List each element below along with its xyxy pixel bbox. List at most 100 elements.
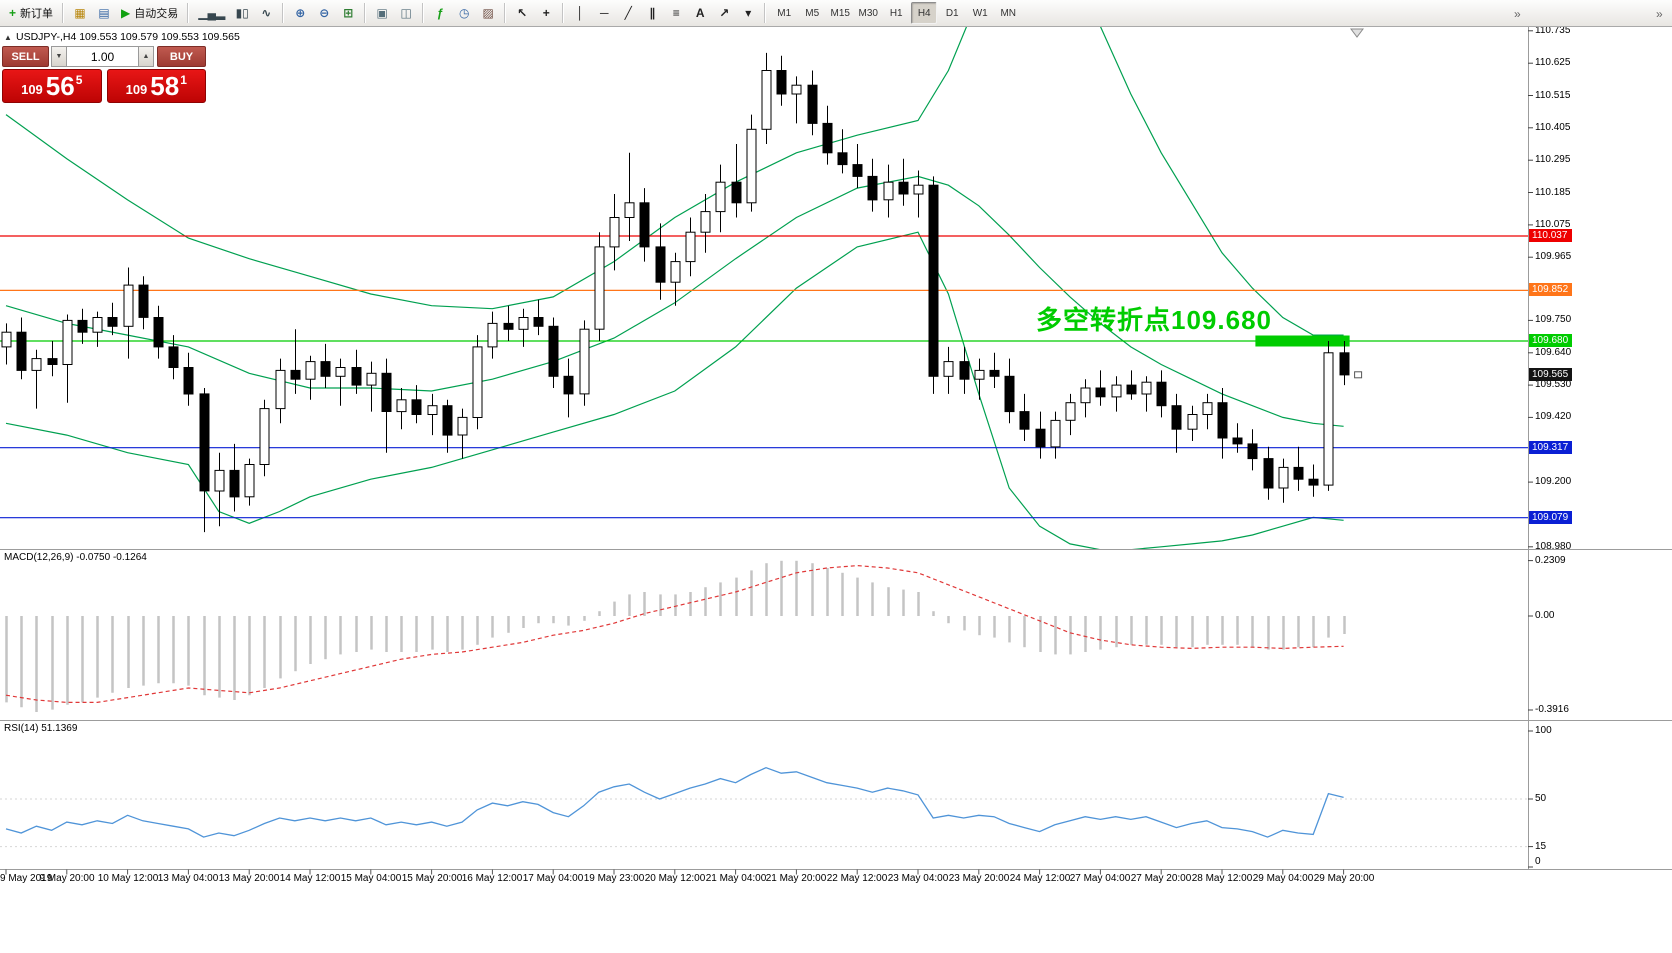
triangle-up-icon: ▲ bbox=[142, 53, 150, 60]
vertical-line-button[interactable]: │ bbox=[569, 2, 591, 24]
rsi-indicator-label: RSI(14) 51.1369 bbox=[4, 723, 78, 734]
volume-input[interactable]: 1.00 bbox=[67, 46, 138, 67]
autotrading-button-label: 自动交易 bbox=[134, 8, 179, 20]
macd-indicator-label: MACD(12,26,9) -0.0750 -0.1264 bbox=[4, 552, 147, 563]
trendline-button[interactable]: ╱ bbox=[617, 2, 639, 24]
rsi-plot bbox=[0, 766, 1528, 848]
bid-price-big: 56 bbox=[45, 71, 75, 101]
periods-button[interactable]: ◷ bbox=[453, 2, 475, 24]
bid-price-box[interactable]: 109 56 5 bbox=[2, 69, 102, 103]
autotrading-play-icon: ▶ bbox=[121, 6, 131, 20]
shapes-dropdown[interactable]: ▾ bbox=[737, 2, 759, 24]
one-click-trade-panel: SELL ▼ 1.00 ▲ BUY 109 56 5 109 58 1 bbox=[2, 46, 206, 103]
price-plot bbox=[0, 27, 1528, 549]
indicators-button[interactable]: ƒ bbox=[429, 2, 451, 24]
toolbar-separator bbox=[504, 3, 507, 23]
triangle-down-icon: ▼ bbox=[55, 53, 63, 60]
volume-increase-button[interactable]: ▲ bbox=[138, 46, 154, 67]
timeframe-m1-button[interactable]: M1 bbox=[777, 7, 792, 19]
horizontal-line-button[interactable]: ─ bbox=[593, 2, 615, 24]
chart-ohlc-readout: USDJPY-,H4 109.553 109.579 109.553 109.5… bbox=[16, 31, 240, 43]
arrange-windows-icon: ◫ bbox=[400, 6, 412, 20]
crosshair-button[interactable]: + bbox=[535, 2, 557, 24]
main-toolbar: + 新订单 ▦ ▤ ▶ 自动交易 ▁▄▂ ▮▯ ∿ ⊕ ⊖ ⊞ ▣ ◫ ƒ ◷ ▨ ↖ + │ ─ ╱ ∥ ≡ A ↗ ▾ M1 M5 M… bbox=[0, 0, 1672, 27]
arrows-button[interactable]: ↗ bbox=[713, 2, 735, 24]
new-order-button[interactable]: + 新订单 bbox=[5, 2, 57, 24]
chart-shift-marker bbox=[1350, 28, 1364, 38]
ask-price-sup: 1 bbox=[180, 73, 187, 87]
tile-windows-button[interactable]: ⊞ bbox=[337, 2, 359, 24]
macd-plot bbox=[5, 560, 1346, 712]
channel-button[interactable]: ∥ bbox=[641, 2, 663, 24]
toolbar-separator bbox=[422, 3, 425, 23]
tile-windows-icon: ⊞ bbox=[343, 6, 354, 20]
cascade-windows-icon: ▣ bbox=[376, 6, 388, 20]
cursor-button[interactable]: ↖ bbox=[511, 2, 533, 24]
bar-chart-button[interactable]: ▁▄▂ bbox=[194, 2, 229, 24]
toolbar-overflow-chevron[interactable]: » bbox=[1656, 7, 1663, 21]
text-button[interactable]: A bbox=[689, 2, 711, 24]
timeframe-w1-button[interactable]: W1 bbox=[972, 7, 988, 19]
candlestick-button[interactable]: ▮▯ bbox=[231, 2, 253, 24]
ask-price-box[interactable]: 109 58 1 bbox=[106, 69, 206, 103]
chevron-down-icon: ▾ bbox=[745, 6, 752, 20]
new-order-icon: + bbox=[9, 6, 17, 20]
zoom-out-button[interactable]: ⊖ bbox=[313, 2, 335, 24]
buy-button[interactable]: BUY bbox=[157, 46, 206, 67]
channel-icon: ∥ bbox=[649, 6, 656, 20]
bid-price-sup: 5 bbox=[75, 73, 83, 87]
text-icon: A bbox=[695, 6, 705, 20]
timeframe-m30-button[interactable]: M30 bbox=[858, 7, 878, 19]
toolbar-separator bbox=[282, 3, 285, 23]
chart-window-icon: ▦ bbox=[74, 6, 86, 20]
line-chart-icon: ∿ bbox=[261, 6, 272, 20]
timeframe-mn-button[interactable]: MN bbox=[1000, 7, 1016, 19]
trendline-icon: ╱ bbox=[624, 6, 632, 20]
toolbar-separator bbox=[562, 3, 565, 23]
toolbar-overflow-chevron[interactable]: » bbox=[1514, 7, 1521, 21]
toolbar-separator bbox=[364, 3, 367, 23]
templates-button[interactable]: ▨ bbox=[477, 2, 499, 24]
charts-window-button[interactable]: ▦ bbox=[69, 2, 91, 24]
trade-panel-controls: SELL ▼ 1.00 ▲ BUY bbox=[2, 46, 206, 67]
cursor-icon: ↖ bbox=[517, 6, 528, 20]
volume-stepper: ▼ 1.00 ▲ bbox=[51, 46, 154, 67]
crosshair-icon: + bbox=[542, 6, 550, 20]
zoom-out-icon: ⊖ bbox=[319, 6, 330, 20]
pivot-annotation-text[interactable]: 多空转折点109.680 bbox=[1036, 305, 1272, 335]
toolbar-separator bbox=[764, 3, 767, 23]
toolbar-separator bbox=[62, 3, 65, 23]
fibonacci-button[interactable]: ≡ bbox=[665, 2, 687, 24]
periods-clock-icon: ◷ bbox=[458, 6, 470, 20]
toolbar-separator bbox=[187, 3, 190, 23]
volume-decrease-button[interactable]: ▼ bbox=[51, 46, 67, 67]
timeframe-m5-button[interactable]: M5 bbox=[805, 7, 820, 19]
ask-price-main: 109 bbox=[125, 82, 148, 97]
templates-icon: ▨ bbox=[482, 6, 494, 20]
arrange-windows-button[interactable]: ◫ bbox=[395, 2, 417, 24]
candlestick-icon: ▮▯ bbox=[235, 6, 249, 20]
timeframe-d1-button[interactable]: D1 bbox=[945, 7, 959, 19]
one-click-panel-toggle[interactable]: ▲ bbox=[4, 33, 12, 42]
trade-panel-prices: 109 56 5 109 58 1 bbox=[2, 69, 206, 103]
timeframe-h4-button[interactable]: H4 bbox=[911, 2, 938, 24]
bid-price-main: 109 bbox=[21, 82, 43, 97]
horizontal-line-icon: ─ bbox=[599, 6, 609, 20]
ohlc-bars-icon: ▁▄▂ bbox=[198, 6, 226, 20]
vertical-line-icon: │ bbox=[576, 6, 584, 20]
profiles-icon: ▤ bbox=[98, 6, 110, 20]
autotrading-button[interactable]: ▶ 自动交易 bbox=[117, 2, 182, 24]
arrow-tool-icon: ↗ bbox=[719, 6, 730, 20]
profiles-button[interactable]: ▤ bbox=[93, 2, 115, 24]
indicators-icon: ƒ bbox=[436, 6, 444, 20]
zoom-in-button[interactable]: ⊕ bbox=[289, 2, 311, 24]
zoom-in-icon: ⊕ bbox=[295, 6, 306, 20]
ask-price-big: 58 bbox=[150, 71, 180, 101]
timeframe-m15-button[interactable]: M15 bbox=[830, 7, 850, 19]
line-chart-button[interactable]: ∿ bbox=[255, 2, 277, 24]
sell-button[interactable]: SELL bbox=[2, 46, 49, 67]
cascade-windows-button[interactable]: ▣ bbox=[371, 2, 393, 24]
timeframe-h1-button[interactable]: H1 bbox=[889, 7, 903, 19]
